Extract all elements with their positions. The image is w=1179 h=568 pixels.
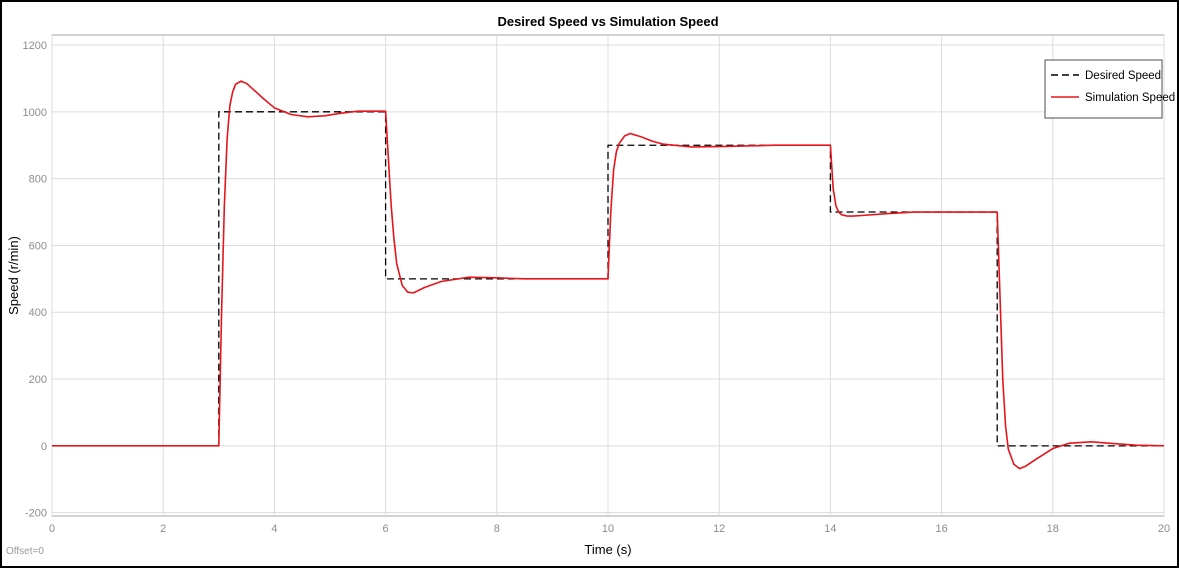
x-tick-label: 16: [935, 523, 947, 535]
x-tick-label: 14: [824, 523, 836, 535]
x-tick-label: 8: [494, 523, 500, 535]
x-tick-label: 2: [160, 523, 166, 535]
y-tick-label: 600: [29, 240, 47, 252]
series-lines: [52, 80, 1165, 470]
x-tick-label: 20: [1158, 523, 1170, 535]
tick-labels: 0 2 4 6 8 10 12 14 16 18 20-2000200400600800100012…: [23, 40, 1171, 535]
x-tick-label: 18: [1047, 523, 1059, 535]
y-tick-label: 1200: [23, 40, 47, 52]
y-tick-label: 800: [29, 174, 47, 186]
x-axis-label: Time (s): [584, 542, 631, 557]
y-axis-label: Speed (r/min): [6, 236, 21, 315]
grid-lines: [51, 35, 1165, 516]
legend-label: Desired Speed: [1085, 70, 1161, 82]
y-tick-label: 0: [41, 441, 47, 453]
x-tick-label: 12: [713, 523, 725, 535]
x-tick-label: 0: [49, 523, 55, 535]
legend-box: [1044, 59, 1163, 119]
chart-title: Desired Speed vs Simulation Speed: [497, 14, 718, 29]
series-line-desired-speed: [52, 111, 1164, 447]
legend-label: Simulation Speed: [1085, 92, 1175, 104]
y-tick-label: 200: [29, 374, 47, 386]
x-tick-label: 4: [271, 523, 277, 535]
offset-annotation: Offset=0: [6, 546, 44, 557]
x-tick-label: 6: [383, 523, 389, 535]
x-tick-label: 10: [602, 523, 614, 535]
legend: Desired Speed Simulation Speed: [1044, 59, 1175, 119]
series-line-simulation-speed: [52, 80, 1165, 470]
y-tick-label: 400: [29, 307, 47, 319]
y-tick-label: -200: [25, 508, 47, 520]
y-tick-label: 1000: [23, 107, 47, 119]
